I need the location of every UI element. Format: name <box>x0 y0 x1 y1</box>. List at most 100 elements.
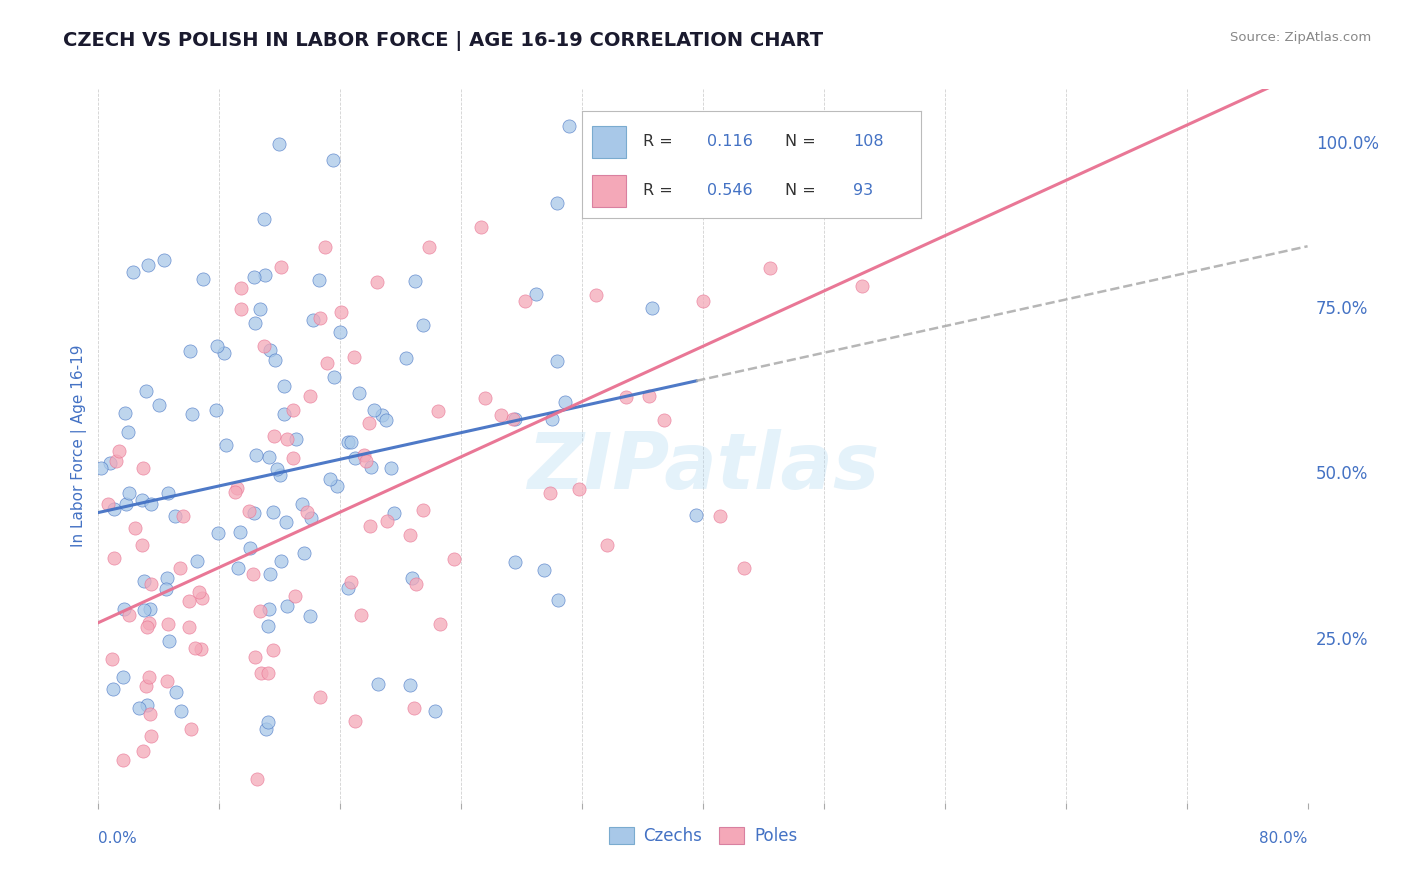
Point <box>269 137 291 152</box>
Point <box>412 318 434 333</box>
Point <box>329 305 352 319</box>
Point <box>326 478 349 492</box>
Text: 80.0%: 80.0% <box>1260 831 1308 847</box>
Point <box>157 616 180 631</box>
Point <box>641 301 664 315</box>
Point <box>169 560 191 574</box>
Point <box>243 650 266 665</box>
Point <box>337 435 360 450</box>
Point <box>242 567 264 582</box>
Legend: Czechs, Poles: Czechs, Poles <box>602 820 804 852</box>
Point <box>614 390 637 404</box>
Point <box>489 408 512 422</box>
Point <box>402 701 425 715</box>
Point <box>128 701 150 715</box>
Text: CZECH VS POLISH IN LABOR FORCE | AGE 16-19 CORRELATION CHART: CZECH VS POLISH IN LABOR FORCE | AGE 16-… <box>63 31 824 51</box>
Point <box>179 619 201 633</box>
Point <box>188 585 211 599</box>
Point <box>170 704 193 718</box>
Point <box>269 467 291 482</box>
Point <box>112 602 135 616</box>
Point <box>259 602 281 616</box>
Point <box>257 450 280 464</box>
Point <box>366 677 388 691</box>
Point <box>90 461 112 475</box>
Point <box>540 412 562 426</box>
Point <box>309 690 332 705</box>
Point <box>533 563 555 577</box>
Point <box>692 293 714 308</box>
Point <box>758 260 780 275</box>
Point <box>172 508 194 523</box>
Point <box>568 482 591 496</box>
Point <box>319 472 342 486</box>
Point <box>193 271 215 285</box>
Point <box>259 566 281 581</box>
Point <box>281 451 304 466</box>
Point <box>148 398 170 412</box>
Point <box>470 220 492 235</box>
Text: 0.0%: 0.0% <box>98 831 138 847</box>
Point <box>243 316 266 330</box>
Point <box>186 554 208 568</box>
Point <box>337 813 360 827</box>
Point <box>515 293 537 308</box>
Point <box>399 677 422 691</box>
Point <box>238 504 260 518</box>
Point <box>585 288 607 302</box>
Point <box>117 425 139 440</box>
Point <box>343 350 366 364</box>
Point <box>212 346 235 360</box>
Point <box>357 416 380 430</box>
Point <box>353 448 375 462</box>
Point <box>134 574 156 589</box>
Point <box>266 462 288 476</box>
Point <box>308 273 330 287</box>
Point <box>360 460 382 475</box>
Point <box>339 574 361 589</box>
Point <box>138 670 160 684</box>
Point <box>141 497 163 511</box>
Point <box>652 413 675 427</box>
Point <box>503 555 526 569</box>
Point <box>295 504 318 518</box>
Point <box>557 119 579 133</box>
Point <box>243 269 266 284</box>
Point <box>382 506 405 520</box>
Point <box>273 407 295 421</box>
Point <box>132 603 155 617</box>
Point <box>283 402 305 417</box>
Point <box>229 525 252 540</box>
Text: ZIPatlas: ZIPatlas <box>527 429 879 506</box>
Point <box>118 607 141 622</box>
Point <box>132 743 155 757</box>
Point <box>153 253 176 268</box>
Point <box>262 505 284 519</box>
Point <box>141 577 163 591</box>
Point <box>135 679 157 693</box>
Point <box>165 685 187 699</box>
Point <box>596 538 619 552</box>
Point <box>257 619 280 633</box>
Point <box>329 325 352 339</box>
Point <box>254 722 277 736</box>
Point <box>111 670 134 684</box>
Point <box>322 153 344 168</box>
Point <box>291 497 314 511</box>
Point <box>399 528 422 542</box>
Point <box>443 551 465 566</box>
Point <box>851 279 873 293</box>
Point <box>270 260 292 275</box>
Point <box>546 354 568 368</box>
Point <box>638 389 661 403</box>
Point <box>250 665 273 680</box>
Point <box>207 526 229 541</box>
Point <box>547 593 569 607</box>
Point <box>243 506 266 520</box>
Point <box>274 516 297 530</box>
Point <box>221 831 243 846</box>
Point <box>246 772 269 786</box>
Point <box>299 609 322 624</box>
Point <box>284 589 307 603</box>
Point <box>131 492 153 507</box>
